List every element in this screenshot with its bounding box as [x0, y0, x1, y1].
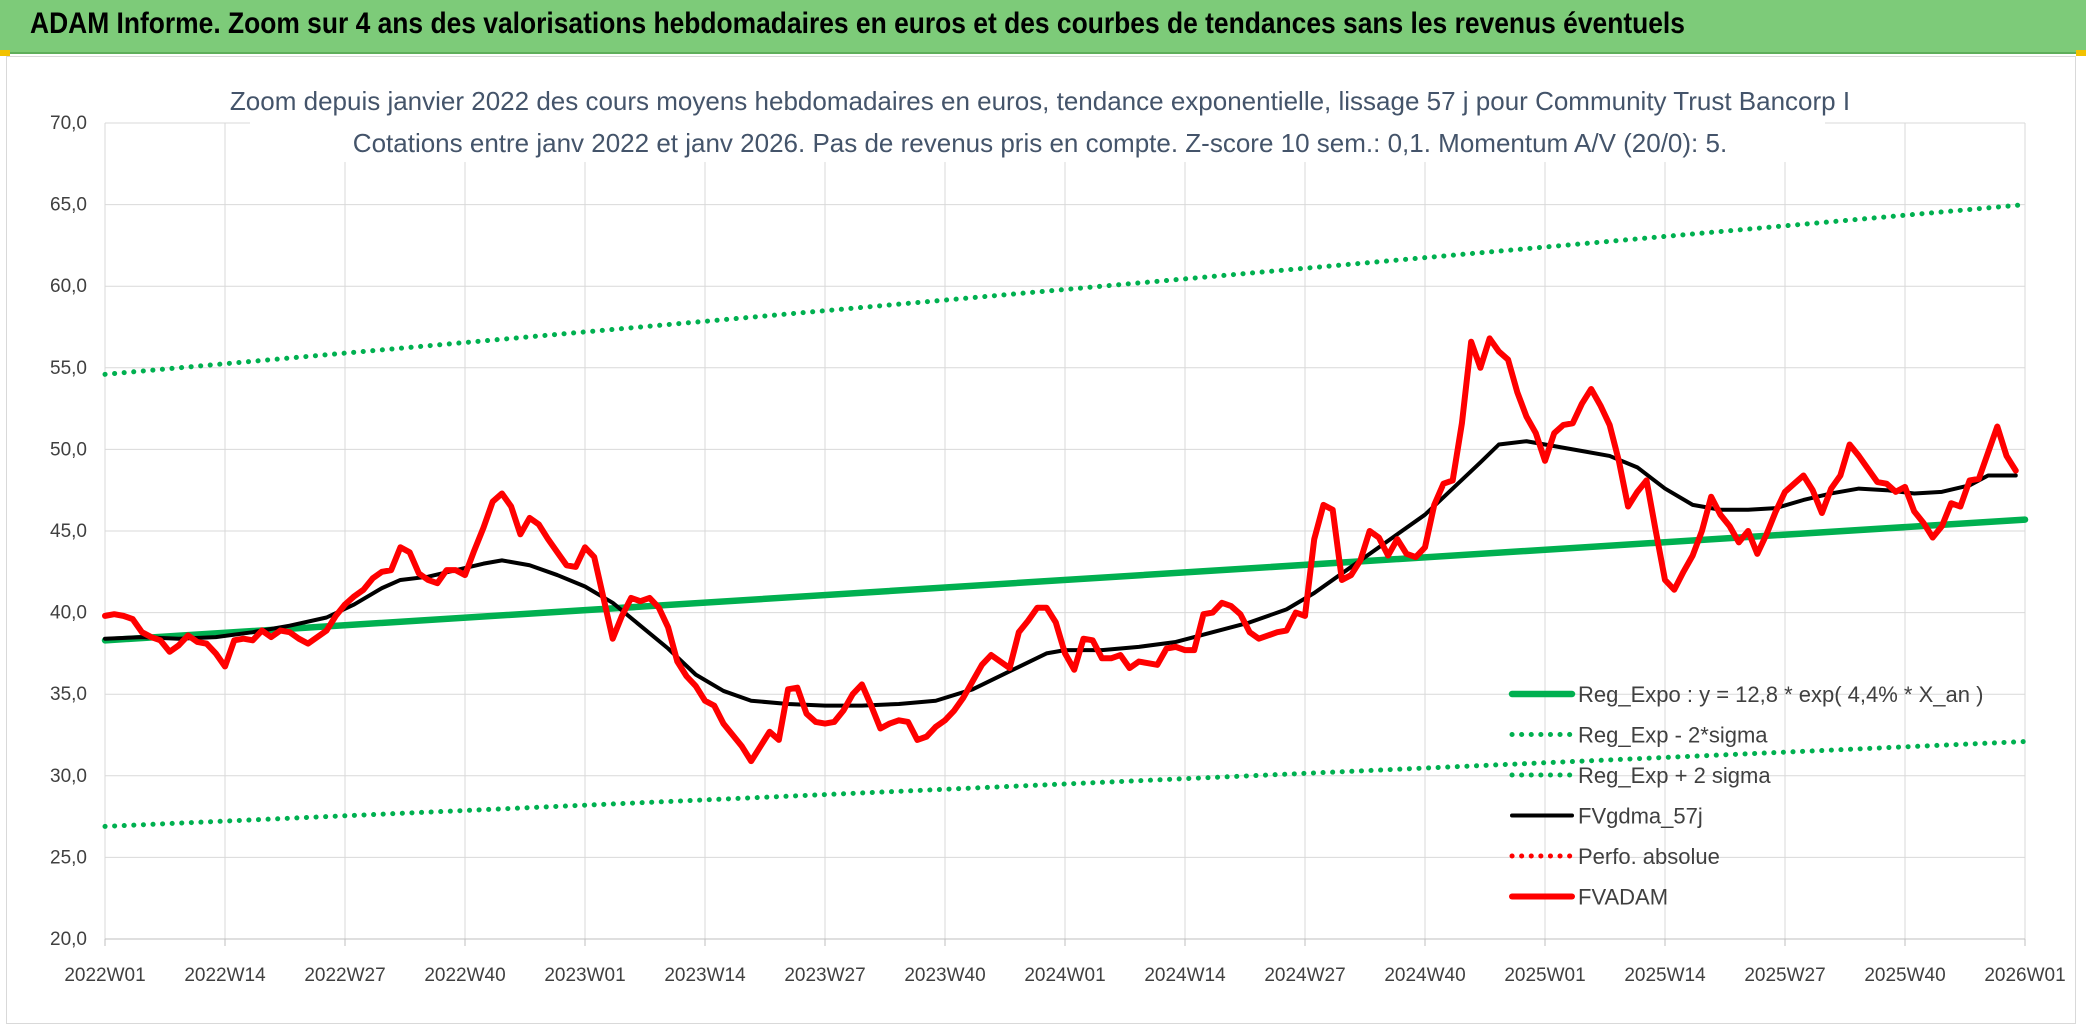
legend-label: FVgdma_57j: [1578, 804, 1703, 829]
series-line-5: [102, 335, 2019, 765]
header-bar: ADAM Informe. Zoom sur 4 ans des valoris…: [0, 0, 2086, 54]
x-tick-label: 2024W01: [1024, 965, 1105, 986]
corner-mark-left: [0, 50, 10, 56]
series-line-0: [101, 516, 2029, 644]
series-line-1: [102, 739, 2028, 829]
legend-label: Reg_Expo : y = 12,8 * exp( 4,4% * X_an ): [1578, 682, 1983, 707]
x-tick-label: 2025W40: [1864, 965, 1945, 986]
x-tick-label: 2022W01: [64, 965, 145, 986]
x-tick-label: 2025W01: [1504, 965, 1585, 986]
y-tick-label: 50,0: [50, 439, 87, 460]
x-tick-label: 2026W01: [1984, 965, 2065, 986]
series-line-3: [103, 439, 2018, 708]
x-tick-label: 2024W27: [1264, 965, 1345, 986]
x-tick-label: 2022W27: [304, 965, 385, 986]
legend-label: Reg_Exp + 2 sigma: [1578, 763, 1771, 788]
y-tick-label: 65,0: [50, 195, 87, 216]
y-tick-label: 20,0: [50, 929, 87, 950]
y-tick-label: 40,0: [50, 603, 87, 624]
y-tick-label: 60,0: [50, 276, 87, 297]
tick-layer: 20,0 25,0 30,0 35,0 40,0 45,0 50,0 55,0 60,0 65,0…: [50, 113, 2066, 986]
title-backdrop: [250, 80, 1825, 162]
legend-label: Reg_Exp - 2*sigma: [1578, 723, 1768, 748]
x-tick-label: 2023W01: [544, 965, 625, 986]
y-tick-label: 45,0: [50, 521, 87, 542]
chart-title-line2: Cotations entre janv 2022 et janv 2026. …: [353, 128, 1727, 158]
corner-mark-right: [2076, 50, 2086, 56]
chart-title-line1: Zoom depuis janvier 2022 des cours moyen…: [230, 86, 1850, 116]
x-tick-label: 2025W27: [1744, 965, 1825, 986]
x-tick-label: 2024W40: [1384, 965, 1465, 986]
legend: Reg_Expo : y = 12,8 * exp( 4,4% * X_an )…: [1508, 682, 1983, 910]
page-title: ADAM Informe. Zoom sur 4 ans des valoris…: [30, 7, 1685, 40]
y-tick-label: 25,0: [50, 847, 87, 868]
x-tick-label: 2023W40: [904, 965, 985, 986]
y-tick-label: 35,0: [50, 684, 87, 705]
x-tick-label: 2025W14: [1624, 965, 1706, 986]
x-tick-label: 2023W27: [784, 965, 865, 986]
y-tick-label: 70,0: [50, 113, 87, 134]
y-tick-label: 30,0: [50, 766, 87, 787]
series-layer: [101, 202, 2029, 829]
x-tick-label: 2024W14: [1144, 965, 1226, 986]
x-tick-label: 2022W14: [184, 965, 266, 986]
x-tick-label: 2023W14: [664, 965, 746, 986]
legend-label: FVADAM: [1578, 885, 1668, 910]
x-tick-label: 2022W40: [424, 965, 505, 986]
legend-label: Perfo. absolue: [1578, 844, 1720, 869]
y-tick-label: 55,0: [50, 358, 87, 379]
chart-title-group: Zoom depuis janvier 2022 des cours moyen…: [230, 80, 1850, 162]
